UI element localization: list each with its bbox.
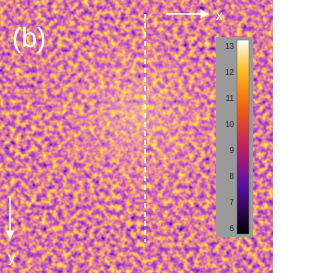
colorbar: 13 12 11 10 9 8 7 6 bbox=[216, 37, 253, 237]
colorbar-tick-label: 10 bbox=[225, 120, 234, 129]
colorbar-tick-label: 6 bbox=[230, 224, 235, 233]
panel-label: (b) bbox=[12, 22, 46, 53]
colorbar-tick-label: 11 bbox=[226, 94, 235, 103]
colorbar-tick-label: 8 bbox=[230, 172, 235, 181]
x-label: x bbox=[216, 7, 223, 23]
colorbar-strip bbox=[236, 39, 250, 235]
colorbar-tick-label: 9 bbox=[230, 146, 235, 155]
colorbar-tick-label: 12 bbox=[225, 68, 234, 77]
colorbar-tick-label: 13 bbox=[225, 42, 234, 51]
y-label: y bbox=[8, 249, 15, 265]
figure: x y (b) 13 12 11 10 9 8 7 6 bbox=[0, 0, 273, 273]
colorbar-tick-label: 7 bbox=[230, 198, 235, 207]
